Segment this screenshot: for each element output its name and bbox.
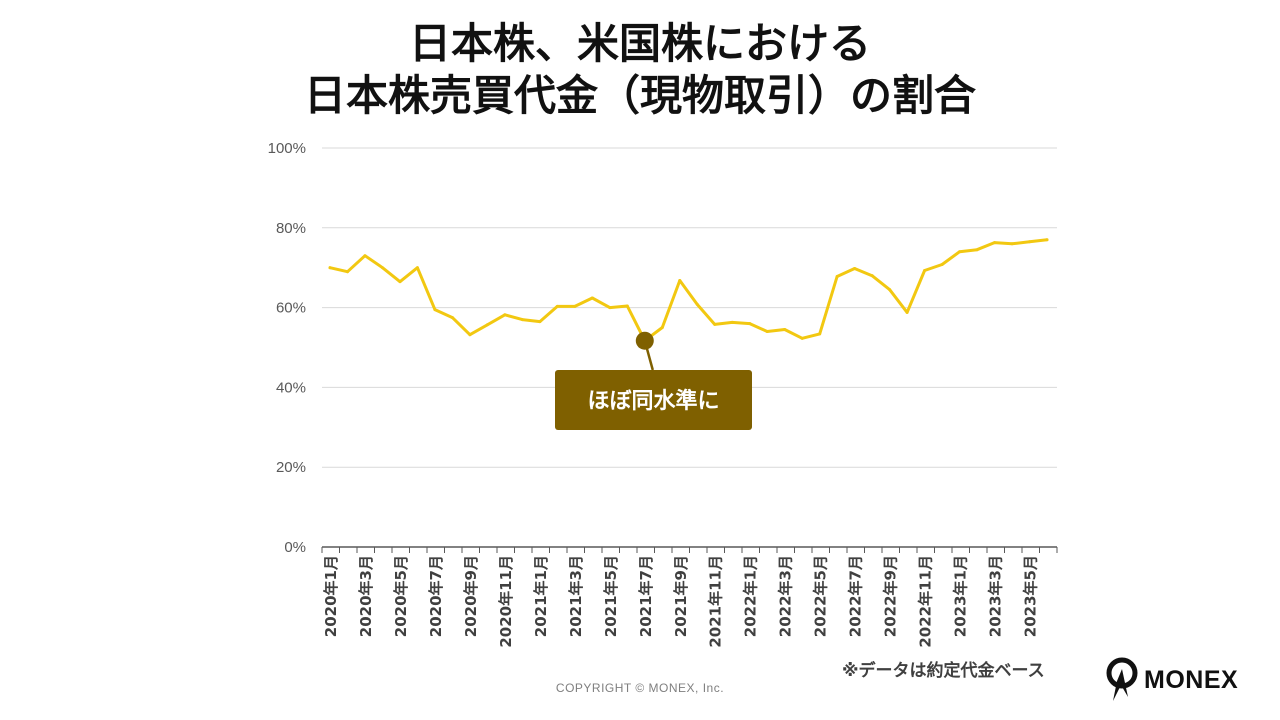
x-tick-label: 2023年3月 xyxy=(987,555,1005,637)
data-point xyxy=(905,310,909,314)
data-point xyxy=(835,274,839,278)
x-tick-label: 2020年1月 xyxy=(322,555,340,637)
data-point xyxy=(625,304,629,308)
x-tick-label: 2020年9月 xyxy=(462,555,480,637)
y-tick-label: 40% xyxy=(276,379,306,396)
data-point xyxy=(975,248,979,252)
copyright-text: COPYRIGHT © MONEX, Inc. xyxy=(555,681,725,695)
data-point xyxy=(398,280,402,284)
data-point xyxy=(660,326,664,330)
data-point xyxy=(1028,240,1032,244)
x-tick-label: 2021年3月 xyxy=(567,555,585,637)
data-point xyxy=(678,278,682,282)
data-point xyxy=(450,316,454,320)
x-tick-label: 2021年5月 xyxy=(602,555,620,637)
x-tick-label: 2020年11月 xyxy=(497,555,515,648)
data-point xyxy=(958,250,962,254)
data-point xyxy=(993,241,997,245)
data-point xyxy=(555,304,559,308)
x-tick-label: 2023年1月 xyxy=(952,555,970,637)
x-tick-label: 2021年7月 xyxy=(637,555,655,637)
callout-box xyxy=(555,370,752,430)
x-tick-label: 2022年3月 xyxy=(777,555,795,637)
x-tick-label: 2022年9月 xyxy=(882,555,900,637)
x-tick-label: 2021年1月 xyxy=(532,555,550,637)
y-tick-label: 60% xyxy=(276,300,306,317)
data-point xyxy=(538,320,542,324)
data-point xyxy=(503,313,507,317)
x-tick-label: 2020年3月 xyxy=(357,555,375,637)
x-axis: 2020年1月 2020年3月 2020年5月 2020年7月 2020年9月 2020年… xyxy=(321,546,1058,648)
data-point xyxy=(940,263,944,267)
x-tick-label: 2020年7月 xyxy=(427,555,445,637)
series-line xyxy=(328,238,1049,343)
data-point xyxy=(713,322,717,326)
title-line-2: 日本株売買代金（現物取引）の割合 xyxy=(303,71,976,120)
data-point xyxy=(573,304,577,308)
data-point xyxy=(783,328,787,332)
data-point xyxy=(345,270,349,274)
data-point xyxy=(800,336,804,340)
data-point xyxy=(608,306,612,310)
data-point xyxy=(520,318,524,322)
data-point xyxy=(485,323,489,327)
callout-text: ほぼ同水準に xyxy=(587,388,719,414)
data-point xyxy=(870,274,874,278)
x-tick-label: 2023年5月 xyxy=(1022,555,1040,637)
data-point xyxy=(415,266,419,270)
data-point xyxy=(1010,242,1014,246)
data-basis-note: ※データは約定代金ベース xyxy=(842,661,1045,681)
data-point xyxy=(433,308,437,312)
data-point xyxy=(888,288,892,292)
data-point xyxy=(730,320,734,324)
x-tick-label: 2022年7月 xyxy=(847,555,865,637)
x-tick-label: 2021年11月 xyxy=(707,555,725,648)
y-tick-label: 0% xyxy=(284,539,306,556)
data-point xyxy=(1045,238,1049,242)
logo-text: MONEX xyxy=(1144,665,1239,694)
data-point xyxy=(748,322,752,326)
data-point xyxy=(590,296,594,300)
annotation-marker xyxy=(635,331,654,350)
x-tick-label: 2021年9月 xyxy=(672,555,690,637)
chart-title: 日本株、米国株における 日本株売買代金（現物取引）の割合 xyxy=(0,18,1280,122)
data-point xyxy=(468,333,472,337)
series-layer xyxy=(328,238,1049,343)
y-tick-label: 100% xyxy=(268,140,306,157)
annotation-layer: ほぼ同水準に xyxy=(555,331,752,430)
gridlines xyxy=(322,147,1057,468)
data-point xyxy=(818,332,822,336)
x-tick-label: 2022年5月 xyxy=(812,555,830,637)
title-line-1: 日本株、米国株における xyxy=(408,19,871,68)
x-tick-label: 2022年11月 xyxy=(917,555,935,648)
y-axis: 0% 20% 40% 60% 80% 100% xyxy=(268,140,306,556)
data-point xyxy=(363,254,367,258)
data-point xyxy=(765,330,769,334)
x-tick-label: 2022年1月 xyxy=(742,555,760,637)
data-point xyxy=(328,266,332,270)
data-point xyxy=(380,266,384,270)
x-tick-label: 2020年5月 xyxy=(392,555,410,637)
data-point xyxy=(923,268,927,272)
data-point xyxy=(695,302,699,306)
data-point xyxy=(853,266,857,270)
monex-logo: MONEX xyxy=(1104,657,1238,703)
monex-logo-icon xyxy=(1106,657,1138,701)
y-tick-label: 80% xyxy=(276,220,306,237)
y-tick-label: 20% xyxy=(276,459,306,476)
